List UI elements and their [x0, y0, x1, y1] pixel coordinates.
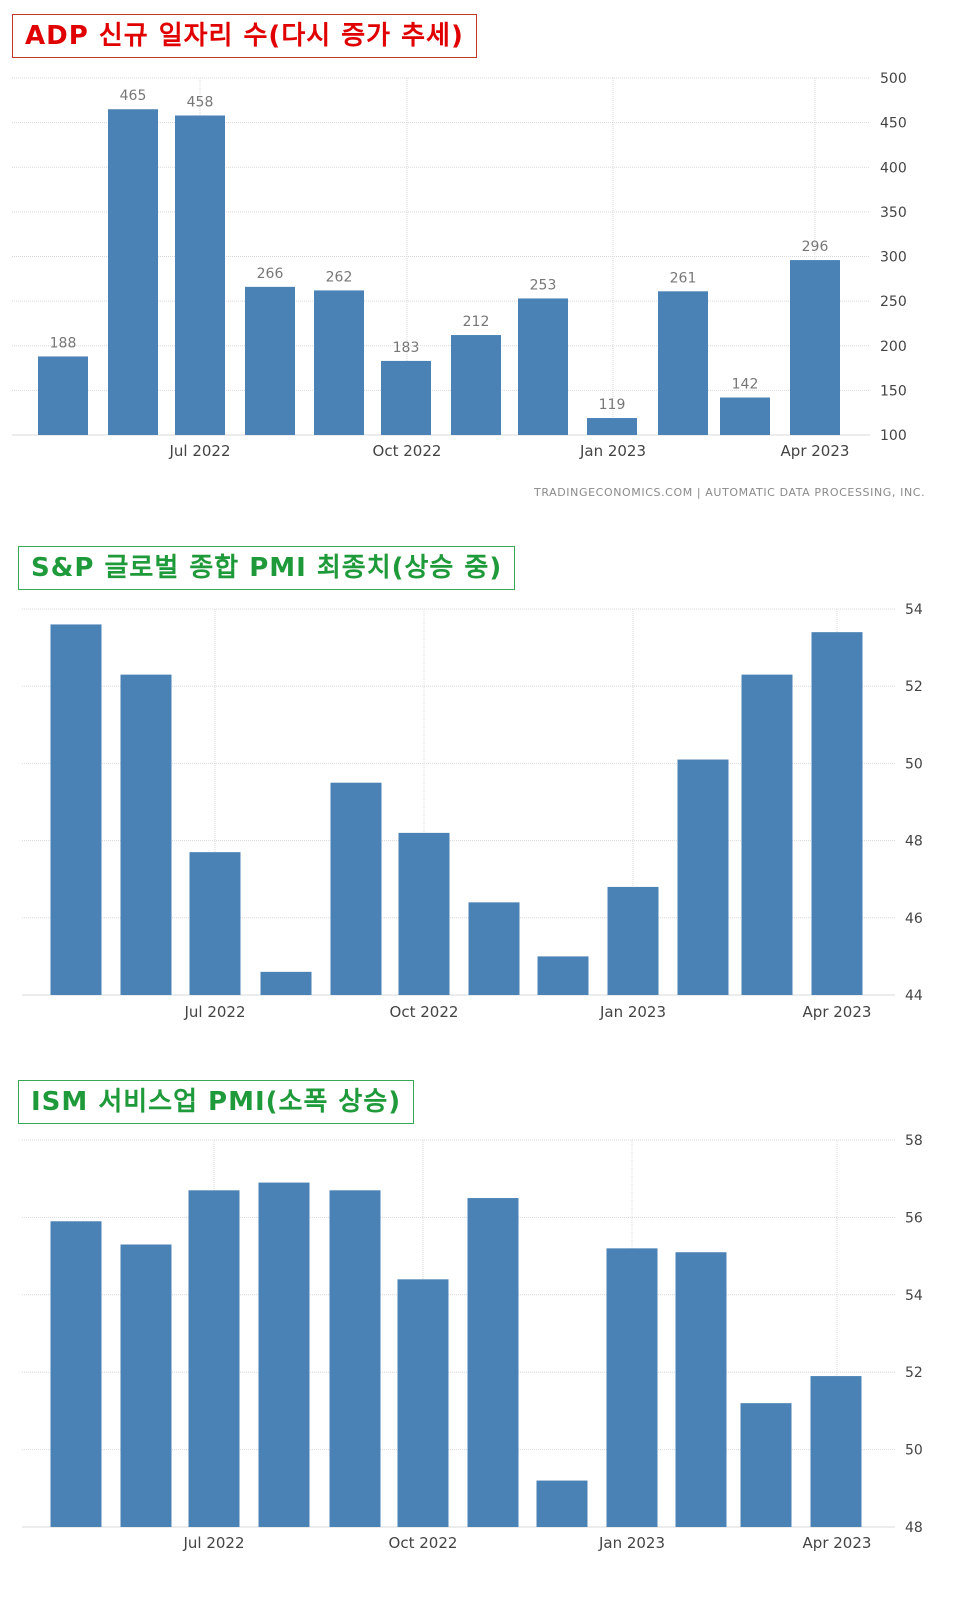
adp-data-label: 253: [530, 277, 557, 293]
adp-bar: [314, 290, 364, 435]
ism-pmi-x-tick-label: Oct 2022: [389, 1534, 458, 1552]
ism-pmi-y-tick-label: 50: [905, 1443, 923, 1459]
sp-pmi-chart-panel: S&P 글로벌 종합 PMI 최종치(상승 중) 44 46 48 50 52 54 Jul…: [18, 546, 923, 1021]
sp-pmi-bar: [120, 674, 172, 995]
sp-pmi-y-tick-label: 52: [905, 679, 923, 695]
adp-data-label: 261: [670, 270, 697, 286]
adp-bar: [175, 115, 225, 436]
ism-pmi-bar: [50, 1221, 102, 1527]
ism-pmi-bar: [397, 1279, 449, 1527]
sp-pmi-chart-title: S&P 글로벌 종합 PMI 최종치(상승 중): [18, 546, 516, 590]
sp-pmi-x-tick-label: Apr 2023: [803, 1003, 872, 1021]
sp-pmi-x-tick-label: Jan 2023: [599, 1003, 666, 1021]
adp-bar: [518, 298, 568, 435]
ism-pmi-x-tick-label: Jul 2022: [182, 1534, 244, 1552]
adp-bar: [658, 291, 708, 435]
adp-x-tick-label: Oct 2022: [373, 442, 442, 460]
sp-pmi-bar: [398, 832, 450, 995]
adp-data-label: 296: [802, 239, 829, 255]
ism-pmi-y-tick-label: 52: [905, 1365, 923, 1381]
ism-pmi-y-tick-label: 56: [905, 1210, 923, 1226]
ism-pmi-bar: [536, 1480, 588, 1527]
adp-data-label: 142: [732, 377, 759, 393]
sp-pmi-bar: [811, 632, 863, 995]
sp-pmi-y-tick-label: 50: [905, 756, 923, 772]
sp-pmi-y-tick-label: 48: [905, 834, 923, 850]
adp-y-tick-label: 500: [880, 71, 907, 87]
ism-pmi-y-tick-label: 48: [905, 1520, 923, 1536]
sp-pmi-bar: [537, 956, 589, 995]
adp-data-label: 465: [120, 88, 147, 104]
ism-pmi-bar: [606, 1248, 658, 1527]
adp-x-tick-label: Jul 2022: [168, 442, 230, 460]
adp-bar: [587, 418, 637, 435]
adp-data-label: 119: [599, 397, 626, 413]
adp-bar: [790, 260, 840, 435]
adp-y-tick-label: 100: [880, 428, 907, 444]
sp-pmi-x-tick-label: Oct 2022: [390, 1003, 459, 1021]
adp-x-tick-label: Jan 2023: [579, 442, 646, 460]
sp-pmi-bar: [741, 674, 793, 995]
ism-pmi-bar: [740, 1403, 792, 1527]
ism-pmi-bar: [258, 1182, 310, 1527]
sp-pmi-bar: [189, 852, 241, 995]
ism-pmi-x-tick-label: Jan 2023: [598, 1534, 665, 1552]
adp-y-tick-label: 400: [880, 160, 907, 176]
sp-pmi-y-tick-label: 44: [905, 988, 923, 1004]
ism-pmi-y-tick-label: 58: [905, 1133, 923, 1149]
adp-chart-title: ADP 신규 일자리 수(다시 증가 추세): [12, 14, 477, 58]
ism-pmi-bar: [467, 1198, 519, 1527]
adp-y-tick-label: 200: [880, 339, 907, 355]
adp-y-tick-label: 300: [880, 250, 907, 266]
sp-pmi-y-tick-label: 54: [905, 602, 923, 618]
adp-bar: [245, 286, 295, 435]
adp-y-tick-label: 350: [880, 205, 907, 221]
ism-pmi-y-tick-label: 54: [905, 1288, 923, 1304]
adp-bar: [381, 360, 431, 435]
adp-data-label: 212: [463, 314, 490, 330]
adp-bar-chart: 100 150 200 250 300 350 400 450 500 188 465 458 266 2…: [12, 71, 907, 460]
sp-pmi-bar: [677, 759, 729, 995]
adp-chart-panel: ADP 신규 일자리 수(다시 증가 추세) 100 150 200 250 300 35…: [0, 0, 956, 520]
adp-bar: [720, 397, 770, 435]
ism-pmi-bar: [120, 1244, 172, 1527]
adp-data-label: 266: [257, 266, 284, 282]
adp-y-tick-label: 450: [880, 116, 907, 132]
adp-y-tick-label: 150: [880, 383, 907, 399]
ism-pmi-bar: [675, 1252, 727, 1527]
sp-pmi-bar: [50, 624, 102, 995]
adp-y-tick-label: 250: [880, 294, 907, 310]
sp-pmi-bar: [330, 782, 382, 995]
adp-bar: [38, 356, 88, 435]
adp-bar: [108, 109, 158, 436]
source-note: TRADINGECONOMICS.COM | AUTOMATIC DATA PR…: [534, 486, 926, 499]
ism-pmi-x-tick-label: Apr 2023: [803, 1534, 872, 1552]
sp-pmi-y-tick-label: 46: [905, 911, 923, 927]
sp-pmi-bar: [260, 971, 312, 995]
adp-data-label: 262: [326, 269, 353, 285]
adp-data-label: 188: [50, 335, 77, 351]
ism-pmi-bar: [329, 1190, 381, 1527]
sp-pmi-bar: [607, 886, 659, 995]
ism-pmi-bar: [188, 1190, 240, 1527]
adp-data-label: 183: [393, 340, 420, 356]
sp-pmi-bar: [468, 902, 520, 995]
sp-pmi-bar-chart: 44 46 48 50 52 54 Jul 2022 Oct 2022 Jan 2023 Apr …: [22, 602, 923, 1021]
ism-pmi-chart-title: ISM 서비스업 PMI(소폭 상승): [18, 1080, 415, 1124]
sp-pmi-x-tick-label: Jul 2022: [183, 1003, 245, 1021]
adp-bar: [451, 335, 501, 435]
adp-data-label: 458: [187, 94, 214, 110]
adp-x-tick-label: Apr 2023: [781, 442, 850, 460]
ism-pmi-bar: [810, 1376, 862, 1527]
